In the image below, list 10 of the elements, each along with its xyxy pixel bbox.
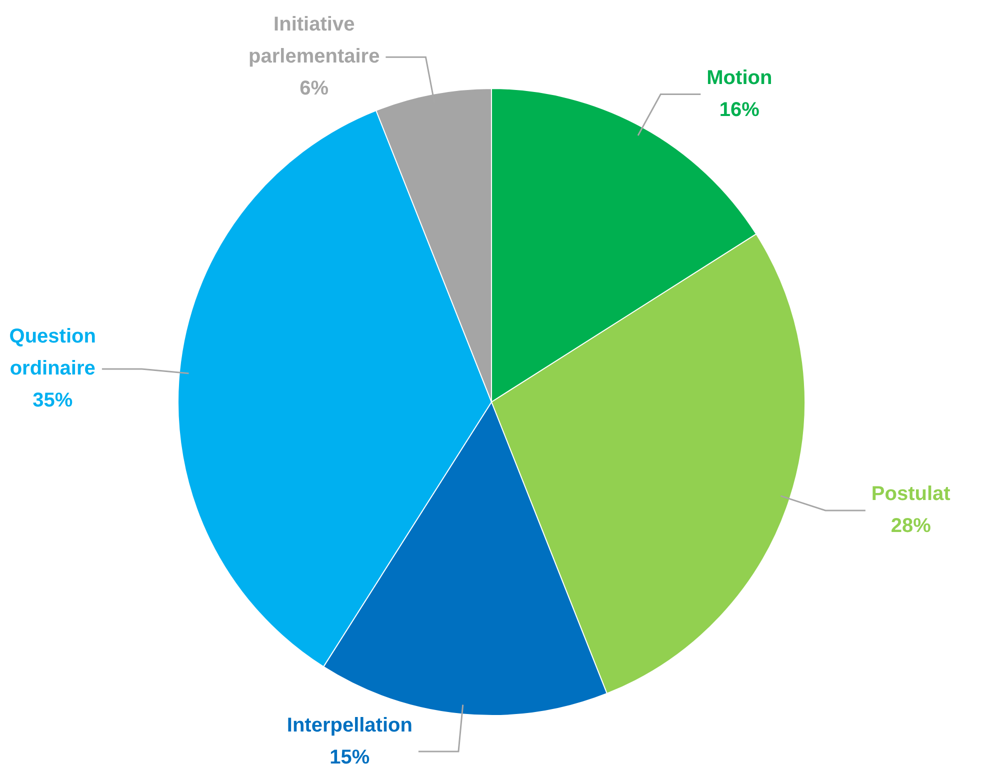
slice-label: Motion bbox=[706, 66, 772, 89]
slice-label: Question ordinaire bbox=[9, 325, 96, 380]
data-label: 28% bbox=[890, 515, 932, 538]
data-label: 35% bbox=[32, 389, 73, 412]
data-label: 15% bbox=[330, 746, 370, 769]
slice-label: Interpellation bbox=[286, 714, 412, 737]
data-label: 16% bbox=[719, 98, 760, 121]
slice-label: Postulat bbox=[871, 483, 951, 506]
slice-label: Initiative parlementaire bbox=[248, 14, 380, 68]
data-label: 6% bbox=[300, 78, 329, 100]
